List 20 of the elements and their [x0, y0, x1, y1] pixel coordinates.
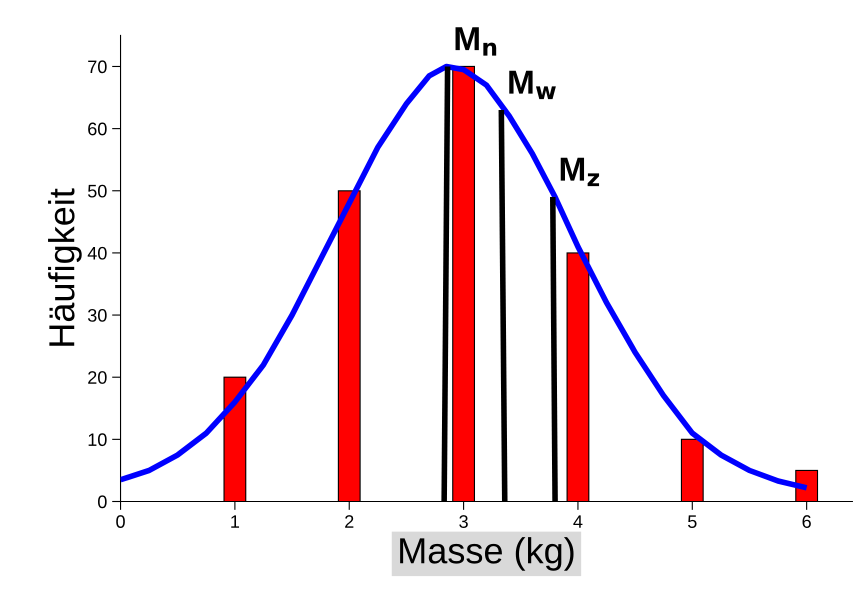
- y-tick-label: 30: [88, 308, 107, 322]
- y-tick-label: 60: [88, 122, 107, 136]
- y-tick-label: 20: [88, 371, 107, 384]
- x-tick-label: 1: [231, 515, 240, 528]
- x-tick-label: 2: [345, 515, 354, 528]
- x-tick-label: 0: [116, 515, 125, 528]
- x-axis-title: Masse (kg): [400, 537, 574, 571]
- x-tick-label: 5: [688, 515, 697, 528]
- y-tick-label: 50: [88, 184, 107, 198]
- x-tick-label: 6: [802, 515, 811, 528]
- x-tick-label: 3: [459, 515, 468, 528]
- series-label: M$_{w}$: [509, 70, 556, 100]
- y-tick-label: 40: [88, 246, 107, 260]
- y-tick-label: 10: [88, 433, 107, 446]
- x-tick-label: 4: [573, 515, 582, 528]
- y-tick-label: 0: [98, 495, 107, 508]
- y-axis-title: Häufigkeit: [48, 188, 82, 346]
- series-label: M$_{n}$: [456, 27, 496, 56]
- series-label: M$_{z}$: [560, 158, 600, 186]
- y-tick-label: 70: [88, 60, 107, 74]
